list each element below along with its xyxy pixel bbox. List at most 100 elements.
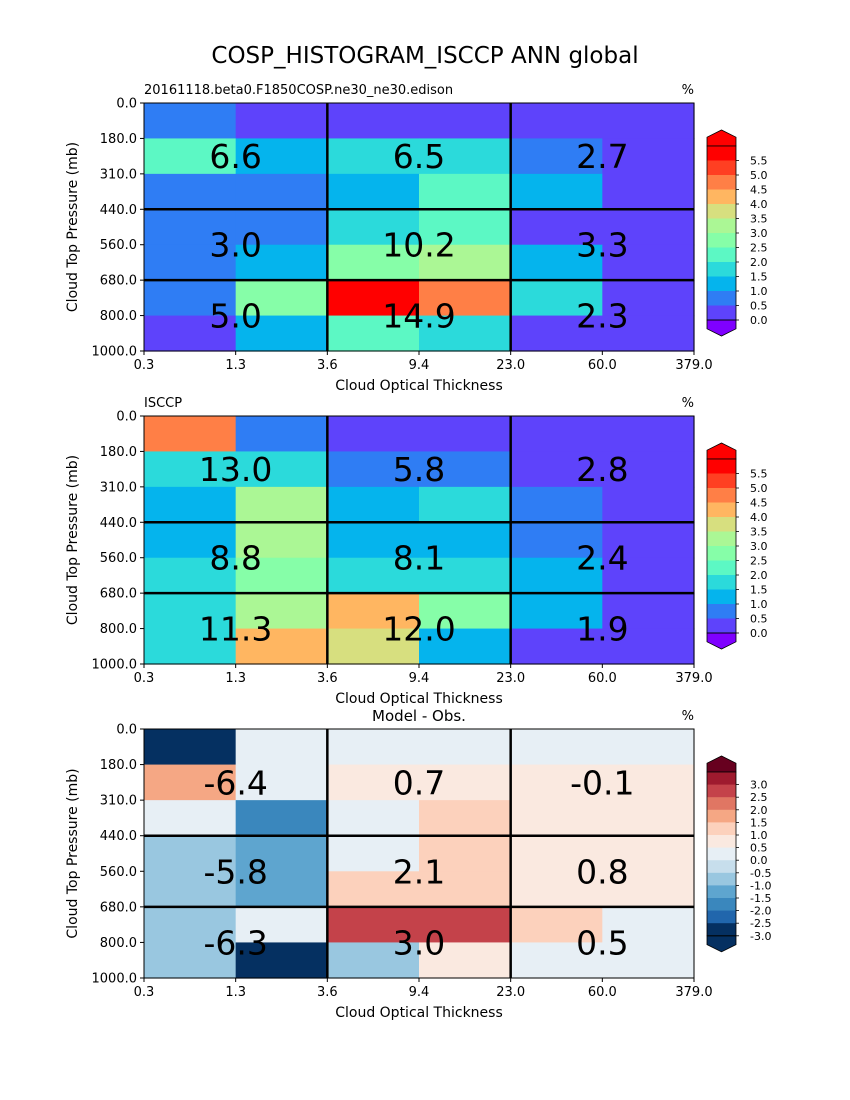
heatmap-cell [144, 451, 237, 488]
heatmap-cell [602, 209, 695, 246]
heatmap-cell [144, 557, 237, 594]
block-value-label: 11.3 [199, 610, 272, 649]
heatmap-cell [144, 280, 237, 317]
x-tick-label: 0.3 [134, 985, 155, 1000]
colorbar-tick-label: 3.0 [750, 779, 768, 792]
heatmap-cell [419, 906, 512, 944]
heatmap-cell [419, 138, 512, 175]
heatmap-cell [144, 835, 237, 872]
heatmap-cell [602, 416, 695, 453]
y-tick-label: 440.0 [100, 829, 137, 844]
heatmap-cell [327, 244, 420, 281]
heatmap-cell [144, 942, 237, 979]
heatmap-cell [327, 486, 420, 523]
block-value-label: 5.0 [209, 297, 261, 336]
colorbar-segment [707, 809, 736, 823]
heatmap-cell [419, 486, 512, 523]
colorbar-tick-label: 2.5 [750, 242, 768, 255]
heatmap-cell [602, 557, 695, 594]
colorbar-segment [707, 175, 736, 190]
heatmap-cell [419, 173, 512, 210]
heatmap-cell [419, 764, 512, 801]
heatmap-cell [419, 871, 512, 908]
colorbar-tick-label: 0.0 [750, 627, 768, 640]
heatmap-cell [144, 138, 237, 175]
colorbar: 5.55.0 4.54.0 3.53.0 2.52.0 1.51.0 0.50.0 [706, 442, 768, 650]
x-tick-label: 9.4 [409, 358, 430, 373]
block-value-label: 0.7 [393, 763, 445, 802]
block-value-label: 2.3 [576, 297, 628, 336]
x-tick-label: 1.3 [225, 985, 246, 1000]
heatmap-cell [602, 628, 695, 665]
heatmap-cell [235, 280, 328, 317]
colorbar-segment [707, 910, 736, 924]
heatmap-cell [327, 729, 420, 766]
y-tick-label: 680.0 [100, 587, 137, 602]
colorbar-tick-label: -0.5 [750, 867, 771, 880]
heatmap-cell [602, 244, 695, 281]
heatmap-cell [419, 244, 512, 281]
heatmap-cell [602, 800, 695, 837]
x-tick-label: 23.0 [496, 358, 525, 373]
colorbar-segment [707, 291, 736, 306]
heatmap-cell [235, 942, 328, 979]
y-axis-label: Cloud Top Pressure (mb) [65, 142, 81, 312]
heatmap-cell [602, 103, 695, 140]
colorbar-segment [707, 146, 736, 161]
colorbar-tick-label: 0.0 [750, 854, 768, 867]
panel-title-left: ISCCP [144, 396, 182, 411]
x-tick-label: 60.0 [588, 985, 617, 1000]
y-tick-label: 310.0 [100, 480, 137, 495]
heatmap-cell [510, 729, 603, 766]
heatmap-cell [327, 764, 420, 801]
colorbar-tick-label: 5.5 [750, 155, 768, 168]
colorbar-segment [707, 276, 736, 292]
heatmap-cell [510, 628, 603, 665]
heatmap-cell [602, 522, 695, 559]
x-tick-label: 1.3 [225, 358, 246, 373]
heatmap-cell [510, 906, 603, 944]
heatmap-cell [419, 800, 512, 837]
colorbar-tick-label: 2.0 [750, 804, 768, 817]
heatmap-cell [510, 280, 603, 317]
y-tick-label: 1000.0 [92, 972, 138, 987]
colorbar-segment [707, 204, 736, 219]
heatmap-cell [510, 522, 603, 559]
heatmap-cell [144, 628, 237, 665]
heatmap-cell [327, 628, 420, 665]
heatmap-cell [144, 800, 237, 837]
heatmap-cell [510, 103, 603, 140]
panel-title-left: 20161118.beta0.F1850COSP.ne30_ne30.ediso… [144, 83, 453, 98]
y-tick-label: 310.0 [100, 167, 137, 182]
colorbar-segment [707, 575, 736, 590]
heatmap-cell [419, 942, 512, 979]
heatmap-cell [235, 906, 328, 944]
colorbar-tick-label: -2.5 [750, 917, 771, 930]
heatmap-cell [327, 906, 420, 944]
heatmap-cell [144, 729, 237, 766]
y-tick-label: 0.0 [116, 97, 137, 112]
heatmap-cell [327, 835, 420, 872]
heatmap-cell [327, 280, 420, 317]
block-value-label: 6.5 [393, 137, 445, 176]
heatmap-cell [602, 280, 695, 317]
colorbar-segment [707, 618, 736, 634]
colorbar-tick-label: 1.0 [750, 285, 768, 298]
colorbar-segment [707, 822, 736, 836]
panel-3: -6.4 0.7 -0.1 -5.8 2.1 0.8 -6.3 3.0 0.5 0.3 1.3 3.6… [65, 707, 771, 1021]
figure-title: COSP_HISTOGRAM_ISCCP ANN global [211, 43, 638, 69]
heatmap-cell [602, 764, 695, 801]
colorbar-tick-label: 5.5 [750, 468, 768, 481]
heatmap-cell [235, 764, 328, 801]
heatmap-cell [235, 315, 328, 352]
heatmap-cell [144, 173, 237, 210]
block-value-label: 2.4 [576, 539, 628, 578]
heatmap-cell [235, 138, 328, 175]
block-value-label: 5.8 [393, 450, 445, 489]
colorbar-tick-label: -1.0 [750, 879, 771, 892]
x-axis-label: Cloud Optical Thickness [335, 691, 503, 707]
block-value-label: 10.2 [382, 226, 455, 265]
heatmap-cell [327, 173, 420, 210]
heatmap-cell [235, 486, 328, 523]
heatmap-cell [510, 451, 603, 488]
